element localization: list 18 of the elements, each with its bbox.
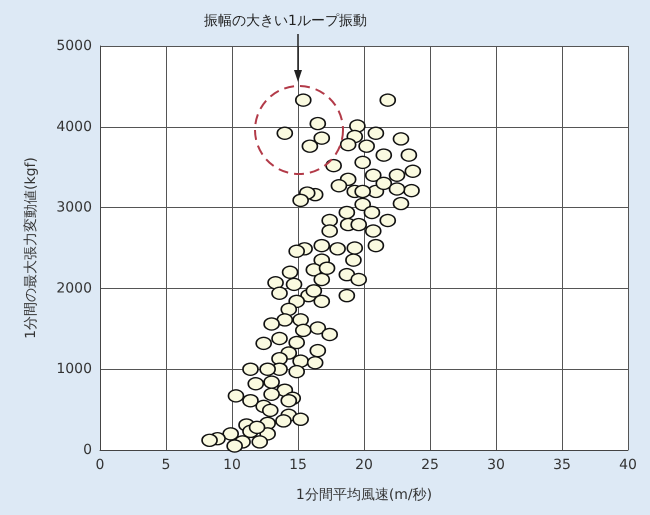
x-tick-label: 20: [355, 457, 373, 473]
x-tick-label: 35: [553, 457, 571, 473]
y-axis-title: 1分間の最大張力変動値(kgf): [23, 157, 39, 339]
y-tick-label: 2000: [56, 280, 92, 296]
x-tick-label: 15: [289, 457, 307, 473]
x-tick-label: 0: [96, 457, 104, 473]
y-tick-label: 4000: [56, 118, 92, 135]
y-tick-label: 5000: [56, 38, 92, 54]
x-tick-label: 10: [223, 457, 241, 473]
x-tick-label: 40: [619, 457, 637, 473]
y-tick-label: 0: [83, 442, 92, 458]
text: 振幅の大きい1ループ振動: [204, 13, 367, 29]
x-tick-label: 5: [162, 457, 170, 473]
x-tick-label: 30: [487, 457, 505, 473]
x-axis-title: 1分間平均風速(m/秒): [296, 487, 432, 503]
y-tick-label: 3000: [56, 200, 92, 216]
y-tick-label: 1000: [56, 361, 92, 378]
x-tick-label: 25: [421, 457, 439, 473]
